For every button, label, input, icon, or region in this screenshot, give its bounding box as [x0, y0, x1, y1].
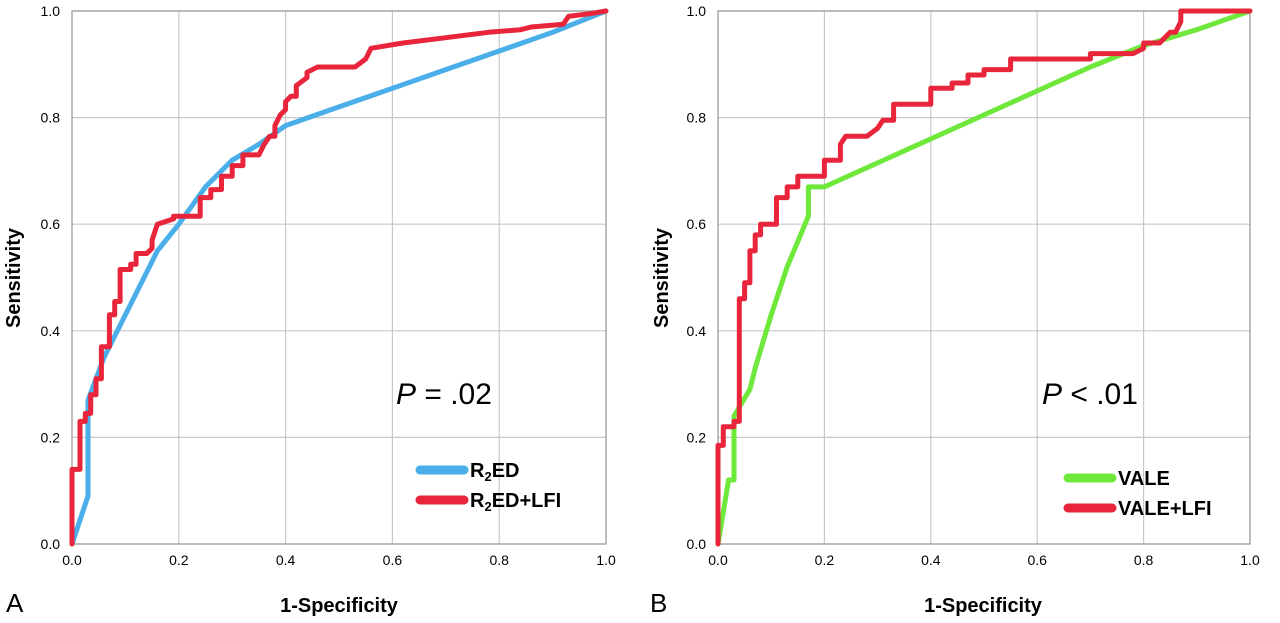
x-tick-label: 0.4	[921, 552, 941, 568]
legend-label-1: R2ED	[470, 460, 519, 484]
y-tick-label: 0.6	[687, 216, 707, 232]
p-italic: P	[1042, 378, 1062, 411]
x-tick-label: 0.8	[1134, 552, 1154, 568]
chart-b-grid	[717, 10, 1251, 545]
chart-b-legend: VALE VALE+LFI	[1063, 468, 1212, 520]
x-tick-label: 0.0	[708, 552, 728, 568]
x-tick-label: 0.8	[489, 552, 509, 568]
y-tick-label: 0.0	[687, 536, 707, 552]
roc-chart-panel-b: 0.0 0.0 0.2 0.2 0.4 0.4 0.6 0.6 0.8 0.8 1.0 1.0 1-S…	[640, 0, 1280, 618]
roc-chart-b-svg: 0.00.0 0.2 0.2 0.4 0.4 0.6 0.6 0.8 0.8 1.0 1.0 1-S…	[650, 3, 1260, 618]
p-value-text: = .02	[416, 378, 492, 411]
p-value-text: < .01	[1062, 378, 1138, 411]
panel-b-letter: B	[650, 588, 667, 618]
chart-a-p-value-annotation: P = .02	[396, 378, 492, 411]
x-tick-label: 0.6	[383, 552, 403, 568]
x-tick-label: 0.0	[62, 552, 82, 568]
roc-chart-a-svg: 0.00.0 0.2 0.2 0.4 0.4 0.6 0.6 0.8 0.8 1.0 1.0 1-S…	[3, 3, 616, 618]
series-line-2	[715, 8, 1253, 547]
chart-a-ticks: 0.00.0 0.2 0.2 0.4 0.4 0.6 0.6 0.8 0.8 1.0 1.0	[41, 3, 616, 568]
legend-label-2: R2ED+LFI	[470, 490, 561, 514]
series-line-1	[69, 8, 609, 547]
panel-a-letter: A	[6, 588, 24, 618]
y-tick-label: 0.8	[687, 110, 707, 126]
chart-b-ticks: 0.00.0 0.2 0.2 0.4 0.4 0.6 0.6 0.8 0.8 1.0 1.0	[687, 3, 1260, 568]
y-tick-label: 0.2	[41, 429, 61, 445]
roc-chart-panel-a: 0.0 0.0 0.2 0.2 0.4 0.4 0.6 0.6 0.8 0.8 1.0 1.0 1-S…	[0, 0, 640, 618]
y-tick-label: 0.4	[41, 323, 61, 339]
y-tick-label: 0.0	[41, 536, 61, 552]
chart-a-grid	[71, 10, 607, 545]
y-tick-label: 1.0	[41, 3, 61, 19]
chart-b-p-value-annotation: P < .01	[1042, 378, 1138, 411]
y-tick-label: 0.6	[41, 216, 61, 232]
y-tick-label: 1.0	[687, 3, 707, 19]
chart-a-plot-frame	[71, 10, 607, 545]
x-tick-label: 0.2	[169, 552, 189, 568]
y-tick-label: 0.8	[41, 110, 61, 126]
x-tick-label: 1.0	[596, 552, 616, 568]
chart-b-plot-frame	[717, 10, 1251, 545]
x-tick-label: 0.4	[276, 552, 296, 568]
y-tick-label: 0.4	[687, 323, 707, 339]
legend-label-1: VALE	[1118, 468, 1170, 490]
chart-b-y-axis-label: Sensitivity	[651, 227, 673, 328]
y-tick-label: 0.2	[687, 429, 707, 445]
chart-a-series	[69, 8, 609, 547]
x-tick-label: 1.0	[1240, 552, 1260, 568]
chart-a-legend: R2ED R2ED+LFI	[415, 460, 561, 514]
chart-b-x-axis-label: 1-Specificity	[924, 595, 1043, 617]
x-tick-label: 0.2	[815, 552, 835, 568]
legend-label-2: VALE+LFI	[1118, 498, 1212, 520]
series-line-2	[69, 8, 609, 547]
p-italic: P	[396, 378, 416, 411]
chart-a-x-axis-label: 1-Specificity	[280, 595, 399, 617]
chart-a-y-axis-label: Sensitivity	[3, 227, 25, 328]
x-tick-label: 0.6	[1027, 552, 1047, 568]
series-line-1	[715, 8, 1253, 547]
chart-b-series	[715, 8, 1253, 547]
